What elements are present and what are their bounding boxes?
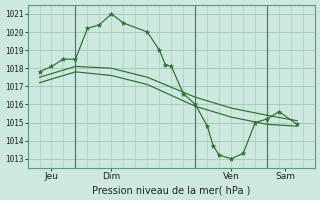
X-axis label: Pression niveau de la mer( hPa ): Pression niveau de la mer( hPa ) bbox=[92, 185, 251, 195]
